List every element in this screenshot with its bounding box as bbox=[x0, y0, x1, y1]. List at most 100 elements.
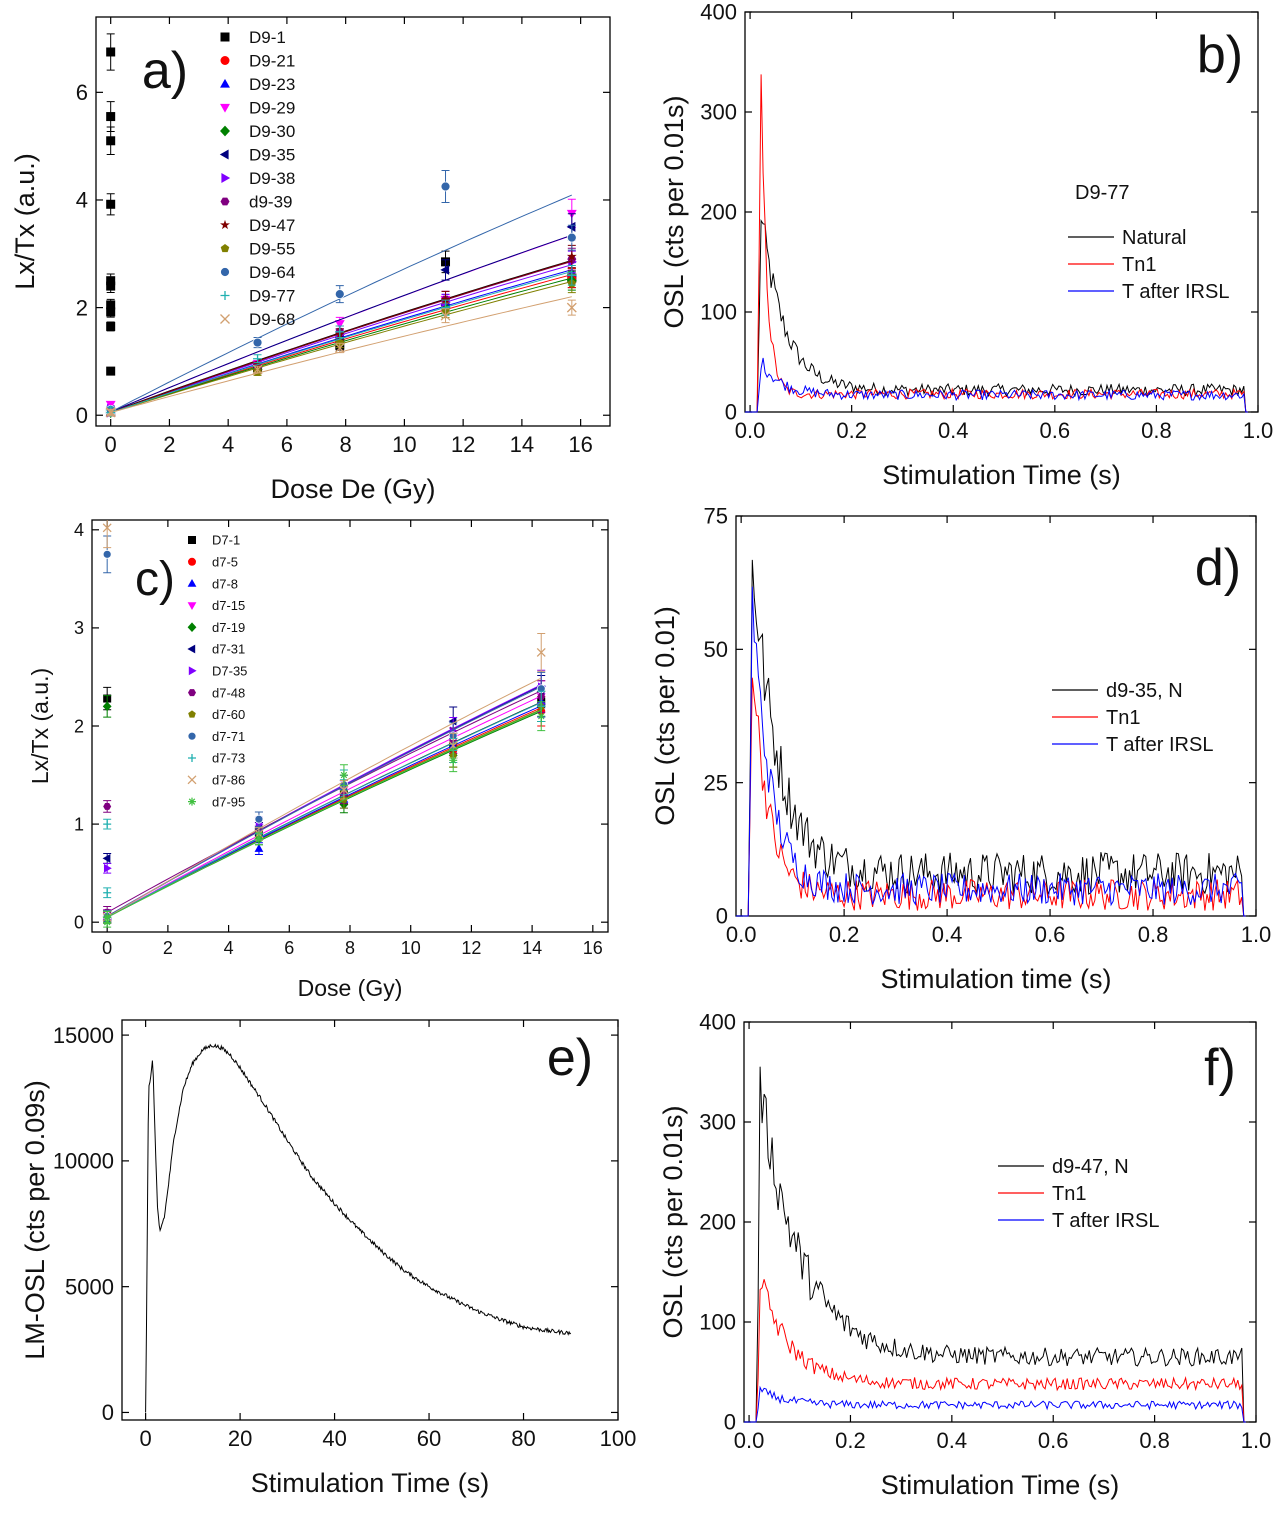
legend-label: D9-1 bbox=[249, 28, 286, 47]
x-axis-label: Stimulation Time (s) bbox=[251, 1468, 490, 1498]
chart-b: 0.0 0.2 0.4 0.6 0.8 1.0 0 100 200 300 400 Stimulati… bbox=[659, 0, 1273, 490]
panel-label: a) bbox=[142, 42, 188, 100]
x-tick-label: 0 bbox=[105, 432, 117, 457]
fit-line bbox=[106, 677, 542, 918]
legend-marker bbox=[220, 78, 230, 88]
legend-label: D9-38 bbox=[249, 169, 295, 188]
legend-marker bbox=[188, 797, 196, 806]
y-tick-label: 0 bbox=[716, 904, 728, 929]
legend-label: d7-73 bbox=[212, 751, 245, 766]
x-tick-label: 1.0 bbox=[1243, 418, 1274, 443]
y-tick-label: 0 bbox=[74, 912, 84, 932]
x-axis-label: Stimulation Time (s) bbox=[882, 460, 1121, 490]
legend-marker bbox=[188, 754, 196, 762]
x-tick-label: 14 bbox=[510, 432, 534, 457]
x-tick-label: 0.2 bbox=[835, 1428, 866, 1453]
y-axis-label: OSL (cts per 0.01s) bbox=[658, 1105, 688, 1338]
legend-label: D7-1 bbox=[212, 533, 240, 548]
legend-label: d7-86 bbox=[212, 772, 245, 787]
data-point bbox=[440, 310, 451, 321]
data-point bbox=[537, 712, 546, 721]
y-tick-label: 400 bbox=[700, 0, 737, 25]
panel-label: d) bbox=[1195, 539, 1241, 597]
y-axis-label: LM-OSL (cts per 0.09s) bbox=[20, 1080, 50, 1360]
data-point bbox=[449, 756, 458, 765]
fit-line bbox=[106, 686, 542, 917]
x-tick-label: 2 bbox=[163, 432, 175, 457]
data-point bbox=[334, 289, 345, 300]
data-point bbox=[566, 302, 577, 313]
legend-marker bbox=[188, 536, 196, 544]
data-point bbox=[440, 294, 451, 304]
chart-d: 0.0 0.2 0.4 0.6 0.8 1.0 0 25 50 75 Stimulation tim… bbox=[650, 504, 1271, 994]
natural-point bbox=[103, 888, 112, 897]
fit-line bbox=[106, 709, 542, 918]
series-line bbox=[745, 219, 1248, 413]
legend-marker bbox=[220, 56, 230, 65]
legend-marker bbox=[187, 602, 197, 610]
y-tick-label: 0 bbox=[725, 400, 737, 425]
natural-point bbox=[106, 366, 116, 376]
fit-line bbox=[110, 194, 572, 413]
fit-line bbox=[106, 708, 542, 918]
legend-label: D9-68 bbox=[249, 310, 295, 329]
y-tick-label: 4 bbox=[74, 520, 84, 540]
natural-point bbox=[103, 802, 112, 810]
x-tick-label: 6 bbox=[284, 938, 294, 958]
x-tick-label: 16 bbox=[583, 938, 603, 958]
legend-label: d7-8 bbox=[212, 576, 238, 591]
x-tick-label: 10 bbox=[401, 938, 421, 958]
legend-label: Tn1 bbox=[1106, 707, 1140, 729]
legend-label: d9-39 bbox=[249, 193, 292, 212]
legend-marker bbox=[188, 710, 196, 718]
data-point bbox=[448, 716, 457, 726]
natural-point bbox=[103, 863, 112, 873]
y-axis-label: OSL (cts per 0.01) bbox=[650, 606, 680, 826]
y-tick-label: 0 bbox=[76, 403, 88, 428]
legend-label: d7-15 bbox=[212, 598, 245, 613]
legend-label: d9-47, N bbox=[1052, 1156, 1129, 1178]
y-axis-label: OSL (cts per 0.01s) bbox=[659, 95, 689, 328]
legend-label: D9-21 bbox=[249, 52, 295, 71]
data-point bbox=[566, 232, 577, 243]
fit-line bbox=[110, 234, 572, 413]
x-tick-label: 16 bbox=[568, 432, 592, 457]
legend-label: D9-23 bbox=[249, 75, 295, 94]
x-tick-label: 0.4 bbox=[932, 922, 963, 947]
x-tick-label: 2 bbox=[163, 938, 173, 958]
x-tick-label: 12 bbox=[451, 432, 475, 457]
y-axis-label: Lx/Tx (a.u.) bbox=[10, 153, 40, 290]
y-tick-label: 50 bbox=[704, 637, 728, 662]
y-tick-label: 15000 bbox=[53, 1023, 114, 1048]
series-line bbox=[744, 1066, 1246, 1423]
data-point bbox=[253, 354, 263, 364]
y-tick-label: 2 bbox=[76, 295, 88, 320]
x-tick-label: 0.8 bbox=[1139, 1428, 1170, 1453]
x-tick-label: 0.6 bbox=[1038, 1428, 1069, 1453]
series-line bbox=[736, 586, 1246, 917]
data-point bbox=[567, 270, 577, 280]
fit-line bbox=[106, 702, 542, 918]
series-line bbox=[744, 1385, 1246, 1423]
natural-point bbox=[106, 321, 116, 331]
y-tick-label: 100 bbox=[700, 300, 737, 325]
x-tick-label: 0.2 bbox=[836, 418, 867, 443]
legend-marker bbox=[220, 103, 230, 113]
legend-marker bbox=[220, 291, 230, 300]
x-tick-label: 8 bbox=[345, 938, 355, 958]
data-point bbox=[254, 844, 264, 852]
legend-label: D9-29 bbox=[249, 99, 295, 118]
data-point bbox=[335, 327, 345, 337]
legend-label: d7-71 bbox=[212, 729, 245, 744]
y-tick-label: 5000 bbox=[65, 1274, 114, 1299]
legend-label: Tn1 bbox=[1052, 1183, 1086, 1205]
data-point bbox=[440, 181, 451, 192]
series-line bbox=[744, 1279, 1246, 1423]
plot-area bbox=[736, 559, 1246, 917]
legend-marker bbox=[221, 173, 231, 183]
legend-label: d7-60 bbox=[212, 707, 245, 722]
y-tick-label: 100 bbox=[699, 1310, 736, 1335]
x-tick-label: 1.0 bbox=[1241, 922, 1272, 947]
natural-point bbox=[103, 820, 112, 829]
